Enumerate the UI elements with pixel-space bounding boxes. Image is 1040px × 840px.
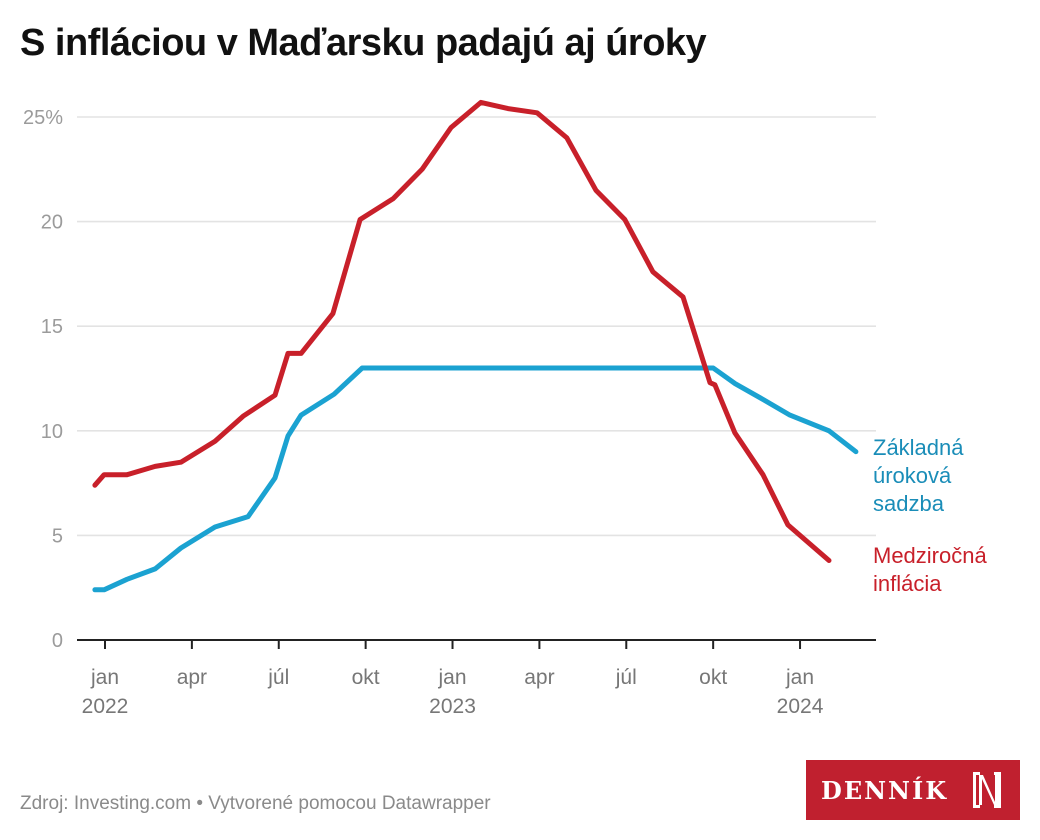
x-tick-year-label: 2024 — [777, 695, 824, 718]
x-tick-year-label: 2022 — [82, 695, 129, 718]
y-axis-ticks: 0 5 10 15 20 25% — [23, 107, 63, 652]
y-tick-label: 0 — [52, 630, 63, 652]
policy-rate-line — [92, 365, 859, 593]
y-tick-label: 5 — [52, 525, 63, 547]
series-labels: Základná úroková sadzba Medziročná inflácia — [873, 435, 987, 596]
policy-rate-label: Základná — [873, 435, 964, 460]
y-tick-label: 15 — [41, 316, 63, 338]
x-tick-label: apr — [177, 666, 207, 689]
y-tick-label: 25% — [23, 107, 63, 129]
inflation-line — [92, 99, 832, 563]
policy-rate-label: sadzba — [873, 491, 945, 516]
x-tick-label: okt — [352, 666, 380, 689]
x-tick-label: apr — [524, 666, 554, 689]
logo-n-icon — [973, 772, 1001, 808]
chart-title: S infláciou v Maďarsku padajú aj úroky — [20, 22, 707, 64]
y-tick-label: 10 — [41, 421, 63, 443]
inflation-label: inflácia — [873, 571, 942, 596]
x-tick-label: jan — [90, 666, 119, 689]
dennik-n-logo: DENNÍK — [806, 760, 1020, 820]
source-note: Zdroj: Investing.com • Vytvorené pomocou… — [20, 793, 491, 814]
x-tick-label: júl — [615, 666, 637, 689]
x-axis: jan 2022 apr júl okt jan 2023 apr júl okt jan 2024 — [77, 639, 876, 718]
logo-wordmark: DENNÍK — [821, 776, 949, 805]
gridlines — [77, 116, 876, 537]
x-tick-label: okt — [699, 666, 727, 689]
series-lines — [92, 99, 859, 593]
x-tick-year-label: 2023 — [429, 695, 476, 718]
line-chart: 0 5 10 15 20 25% jan 2022 apr júl okt jan 2023 apr jú… — [23, 99, 987, 718]
policy-rate-label: úroková — [873, 463, 952, 488]
x-tick-label: jan — [785, 666, 814, 689]
y-tick-label: 20 — [41, 212, 63, 234]
x-tick-label: júl — [267, 666, 289, 689]
x-tick-label: jan — [438, 666, 467, 689]
inflation-label: Medziročná — [873, 543, 987, 568]
